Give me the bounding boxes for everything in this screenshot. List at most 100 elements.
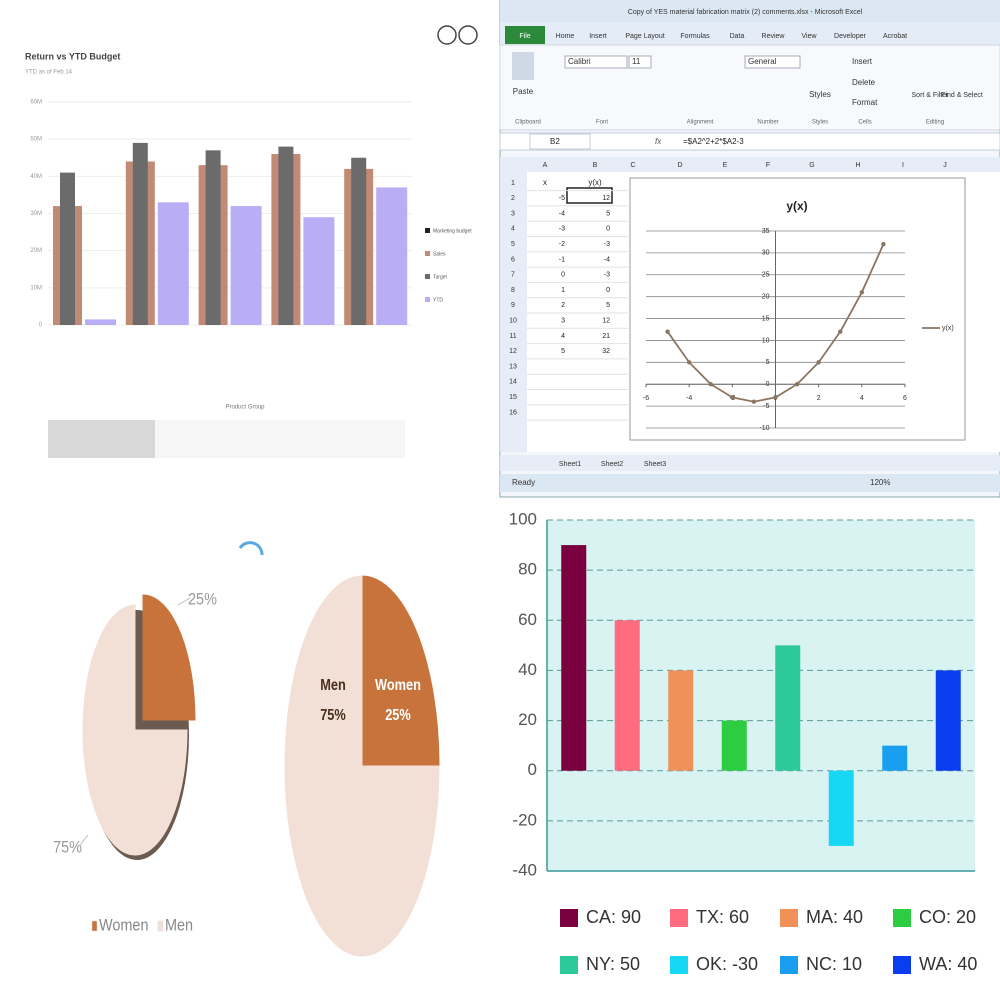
row-header: 12 (509, 348, 517, 355)
legend-swatch (780, 956, 798, 974)
column-header: A (543, 162, 548, 169)
embedded-chart[interactable] (629, 177, 966, 441)
slice-label: 75% (53, 838, 82, 856)
y-tick-label: 10M (30, 285, 42, 291)
x-tick-label: 2 (817, 395, 821, 402)
cell: -2 (559, 241, 565, 248)
overview-selection[interactable] (48, 420, 155, 458)
legend-swatch (425, 274, 430, 279)
cell: 5 (606, 210, 610, 217)
bar (828, 770, 854, 846)
cell: 0 (561, 272, 565, 279)
find-button[interactable]: Find & Select (941, 92, 983, 99)
point (794, 382, 800, 387)
legend-swatch (425, 228, 430, 233)
column-header-bar (500, 157, 1000, 172)
ribbon-group-label: Alignment (687, 120, 714, 126)
bar (132, 142, 148, 325)
bar (935, 670, 961, 771)
title-bar (500, 0, 1000, 22)
y-tick-label: 100 (509, 509, 537, 528)
cell: -4 (559, 210, 565, 217)
row-header: 13 (509, 363, 517, 370)
x-axis-label: Product Group (225, 405, 265, 411)
chart-title: y(x) (786, 199, 807, 213)
file-tab-bg[interactable] (505, 26, 545, 44)
sheet-tab[interactable]: Sheet2 (601, 461, 623, 468)
plot-area (547, 520, 975, 871)
y-tick-label: 0 (39, 323, 43, 329)
legend-label: NC: 10 (806, 954, 862, 974)
legend-swatch (560, 956, 578, 974)
bar (230, 206, 262, 325)
active-cell[interactable] (566, 187, 613, 204)
name-box[interactable] (529, 133, 591, 150)
sheet-tab[interactable]: Sheet3 (644, 461, 666, 468)
y-tick-label: 30M (30, 211, 42, 217)
legend-swatch (780, 909, 798, 927)
row-header: 6 (511, 256, 515, 263)
bar (614, 620, 640, 771)
paste-icon[interactable] (512, 52, 534, 80)
font-name[interactable]: Calibri (568, 57, 591, 66)
ribbon-group-label: Font (596, 120, 608, 126)
column-header: H (855, 162, 860, 169)
row-header: 7 (511, 272, 515, 279)
cell-b1[interactable]: y(x) (588, 178, 602, 187)
number-box[interactable] (744, 55, 801, 69)
point (881, 241, 886, 247)
delete-button[interactable]: Delete (852, 78, 876, 87)
window-title: Copy of YES material fabrication matrix … (628, 9, 863, 16)
font-box[interactable] (564, 55, 628, 69)
column-header: B (593, 162, 598, 169)
formula-text[interactable]: =$A2^2+2*$A2-3 (683, 137, 744, 146)
column-header: E (723, 162, 728, 169)
point (838, 329, 843, 334)
number-format[interactable]: General (748, 57, 777, 66)
paste-label[interactable]: Paste (513, 87, 534, 96)
font-size[interactable]: 11 (632, 57, 641, 66)
legend-swatch (560, 909, 578, 927)
cell: 12 (602, 318, 610, 325)
column-header: F (766, 162, 770, 169)
sort-button[interactable]: Sort & Filter (912, 92, 950, 99)
legend-label: NY: 50 (586, 954, 640, 974)
zoom-button[interactable] (437, 25, 457, 45)
ribbon-tab: View (801, 33, 817, 40)
slice-label: 75% (320, 707, 346, 725)
styles-button[interactable]: Styles (809, 90, 831, 99)
row-header: 3 (511, 210, 515, 217)
x-tick-label: -4 (686, 395, 692, 402)
column-header: C (630, 162, 635, 169)
expand-button[interactable] (458, 25, 478, 45)
size-box[interactable] (628, 55, 652, 69)
bar (668, 670, 694, 771)
cell-a1[interactable]: x (543, 178, 547, 187)
x-tick-label: 4 (860, 395, 864, 402)
bar (775, 645, 801, 771)
row-header: 16 (509, 409, 517, 416)
legend-label: TX: 60 (696, 907, 749, 927)
zoom-level[interactable]: 120% (870, 478, 890, 487)
slice-name: Men (320, 677, 346, 695)
y-tick-label: 50M (30, 137, 42, 143)
y-tick-label: 10 (762, 337, 770, 344)
name-box-text[interactable]: B2 (550, 137, 560, 146)
refresh-arrow[interactable] (238, 541, 264, 556)
sheet-tab[interactable]: Sheet1 (559, 461, 581, 468)
point (773, 395, 778, 400)
insert-button[interactable]: Insert (852, 57, 873, 66)
sheet-tab-bar (500, 455, 1000, 471)
bar (882, 745, 908, 771)
cell: 0 (606, 287, 610, 294)
pie-slice (361, 575, 440, 767)
y-tick-label: 35 (762, 228, 770, 235)
format-button[interactable]: Format (852, 98, 878, 107)
legend-label: Sales (433, 251, 446, 257)
leader-line (79, 834, 89, 846)
ribbon-group-label: Cells (858, 120, 871, 126)
row-header: 10 (509, 318, 517, 325)
cell: 5 (561, 348, 565, 355)
legend-swatch (425, 251, 430, 256)
